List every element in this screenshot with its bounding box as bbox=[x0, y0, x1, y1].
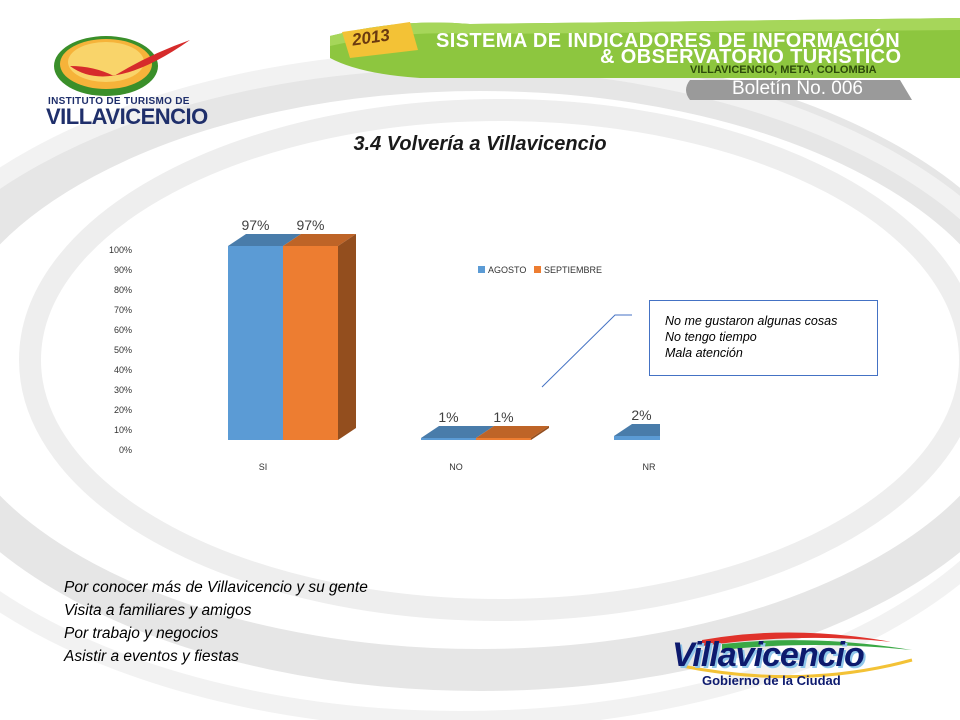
legend-label: SEPTIEMBRE bbox=[544, 265, 602, 275]
note-line: No tengo tiempo bbox=[665, 330, 757, 344]
reason-item: Visita a familiares y amigos bbox=[64, 602, 252, 619]
y-tick-label: 30% bbox=[114, 385, 132, 395]
note-line: No me gustaron algunas cosas bbox=[665, 314, 838, 328]
bar-top-face bbox=[283, 234, 356, 246]
category-label: SI bbox=[259, 462, 268, 472]
legend-label: AGOSTO bbox=[488, 265, 526, 275]
bar-top-face bbox=[228, 234, 301, 246]
legend-swatch bbox=[478, 266, 485, 273]
data-label: 97% bbox=[296, 217, 324, 233]
y-tick-label: 20% bbox=[114, 405, 132, 415]
header-title-line2: & OBSERVATORIO TURÍSTICO bbox=[600, 46, 902, 68]
category-label: NR bbox=[643, 462, 656, 472]
reasons-si-list: Por conocer más de Villavicencio y su ge… bbox=[64, 576, 368, 668]
bar-agosto-nr bbox=[614, 436, 660, 440]
city-logo-swoosh bbox=[681, 632, 913, 679]
data-label: 1% bbox=[493, 409, 513, 425]
bar-top-face bbox=[476, 426, 549, 438]
y-tick-label: 0% bbox=[119, 445, 132, 455]
bulletin-tab bbox=[686, 80, 912, 100]
institute-name-line1: INSTITUTO DE TURISMO DE bbox=[48, 96, 190, 107]
bar-side-face bbox=[338, 234, 356, 440]
bar-septiembre-no bbox=[476, 438, 531, 440]
bulletin-number: Boletín No. 006 bbox=[732, 78, 863, 99]
city-subtitle: Gobierno de la Ciudad bbox=[702, 673, 841, 688]
note-line: Mala atención bbox=[665, 346, 743, 360]
city-name: Villavicencio bbox=[672, 636, 865, 674]
reasons-no-callout: No me gustaron algunas cosas No tengo ti… bbox=[649, 300, 878, 376]
header-location: VILLAVICENCIO, META, COLOMBIA bbox=[690, 64, 877, 76]
data-label: 2% bbox=[631, 407, 651, 423]
reason-item: Por conocer más de Villavicencio y su ge… bbox=[64, 579, 368, 596]
institute-name-line2: VILLAVICENCIO bbox=[46, 104, 208, 129]
data-label: 97% bbox=[241, 217, 269, 233]
data-label: 1% bbox=[438, 409, 458, 425]
bar-top-face bbox=[421, 426, 494, 438]
year-badge bbox=[342, 22, 418, 58]
header-title-line1: SISTEMA DE INDICADORES DE INFORMACIÓN bbox=[436, 30, 901, 52]
y-tick-label: 50% bbox=[114, 345, 132, 355]
y-tick-label: 40% bbox=[114, 365, 132, 375]
y-tick-label: 60% bbox=[114, 325, 132, 335]
chart-title: 3.4 Volvería a Villavicencio bbox=[353, 133, 607, 155]
callout-line bbox=[541, 314, 632, 388]
bar-septiembre-si bbox=[283, 246, 338, 440]
y-tick-label: 80% bbox=[114, 285, 132, 295]
reason-item: Asistir a eventos y fiestas bbox=[64, 648, 239, 665]
legend-swatch bbox=[534, 266, 541, 273]
city-logo: Villavicencio Gobierno de la Ciudad bbox=[662, 630, 927, 700]
bar-agosto-si bbox=[228, 246, 283, 440]
bar-chart: 0% 10% 20% 30% 40% 50% 60% 70% 80% 90% 100% 97% 97% S… bbox=[109, 217, 660, 472]
y-tick-label: 90% bbox=[114, 265, 132, 275]
institute-logo-graphic bbox=[54, 36, 190, 96]
reason-item: Por trabajo y negocios bbox=[64, 625, 219, 642]
bar-top-face bbox=[614, 424, 660, 436]
bar-agosto-no bbox=[421, 438, 476, 440]
y-tick-label: 100% bbox=[109, 245, 132, 255]
bar-side-face bbox=[531, 426, 549, 440]
y-tick-label: 70% bbox=[114, 305, 132, 315]
category-label: NO bbox=[449, 462, 463, 472]
y-tick-label: 10% bbox=[114, 425, 132, 435]
institute-logo: INSTITUTO DE TURISMO DE VILLAVICENCIO bbox=[40, 26, 230, 129]
